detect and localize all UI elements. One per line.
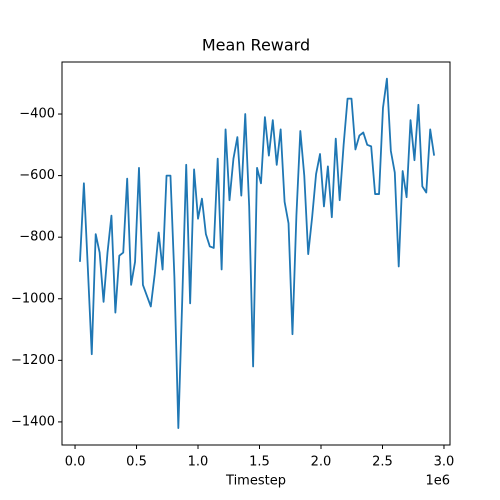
x-tick-label: 1.5 — [249, 455, 270, 470]
y-tick-label: −800 — [19, 230, 55, 245]
x-axis-label: Timestep — [225, 474, 286, 489]
x-tick-label: 2.5 — [372, 455, 393, 470]
y-tick-label: −400 — [19, 107, 55, 122]
y-tick-label: −1000 — [11, 291, 55, 306]
x-offset-label: 1e6 — [425, 474, 450, 489]
x-tick-label: 1.0 — [188, 455, 209, 470]
y-tick-label: −1200 — [11, 353, 55, 368]
x-tick-label: 3.0 — [434, 455, 455, 470]
y-tick-label: −1400 — [11, 414, 55, 429]
x-tick-label: 0.0 — [65, 455, 86, 470]
x-tick-label: 0.5 — [126, 455, 147, 470]
x-tick-label: 2.0 — [311, 455, 332, 470]
chart-title: Mean Reward — [202, 36, 310, 55]
data-line — [79, 77, 436, 429]
y-tick-label: −600 — [19, 168, 55, 183]
plot-frame — [61, 61, 451, 446]
